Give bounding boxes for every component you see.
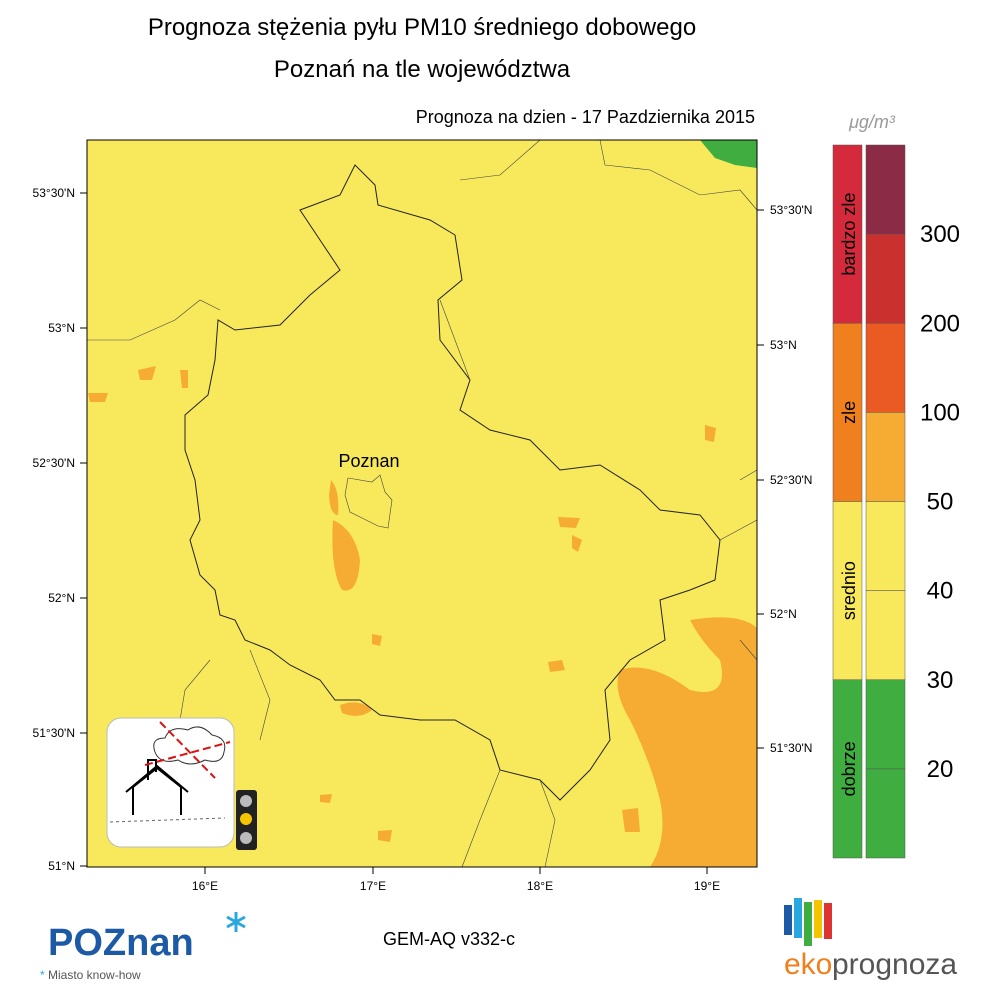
scale-band <box>865 144 906 235</box>
scale-label: 200 <box>920 310 960 337</box>
city-label: Poznan <box>338 451 399 471</box>
lat-label: 53°N <box>770 338 797 352</box>
lat-label: 51°30'N <box>770 741 812 755</box>
poznan-tagline: Miasto know-how <box>48 968 141 982</box>
map-frame <box>86 139 758 868</box>
lat-label: 53°30'N <box>33 186 75 200</box>
category-band <box>832 501 863 680</box>
legend-unit: μg/m³ <box>848 112 896 132</box>
poznan-logo: POZnan <box>48 922 194 964</box>
prognoza-text: prognoza <box>832 948 957 981</box>
moderate-area <box>622 808 640 832</box>
lat-label: 52°30'N <box>770 473 812 487</box>
lat-label: 53°N <box>48 321 75 335</box>
lon-label: 17°E <box>360 879 386 893</box>
scale-band <box>865 768 906 859</box>
scale-band <box>865 323 906 413</box>
coordinate-labels: 53°30'N 53°N 52°30'N 52°N 51°30'N 51°N 53°30'N… <box>33 186 813 893</box>
legend: bardzo zle zle srednio dobrze 300 200 100 50 40 3… <box>832 144 960 859</box>
model-label: GEM-AQ v332-c <box>383 929 515 949</box>
scale-label: 20 <box>927 756 954 783</box>
scale-band <box>865 412 906 502</box>
lat-label: 52°30'N <box>33 456 75 470</box>
scale-band <box>865 590 906 680</box>
scale-label: 100 <box>920 399 960 426</box>
scale-band <box>865 501 906 591</box>
moderate-area <box>378 830 392 842</box>
moderate-area <box>180 370 188 388</box>
category-label: dobrze <box>839 741 859 796</box>
lat-label: 53°30'N <box>770 203 812 217</box>
category-label: zle <box>839 401 859 424</box>
star-mark: * <box>40 968 45 982</box>
category-band <box>832 323 863 502</box>
light-on <box>240 813 252 825</box>
lon-label: 16°E <box>192 879 218 893</box>
moderate-area <box>558 517 580 528</box>
scale-label: 30 <box>927 667 954 694</box>
light-off <box>240 832 252 844</box>
moderate-area <box>372 634 382 646</box>
moderate-area <box>329 480 339 515</box>
moderate-area <box>138 366 156 380</box>
eko-text: eko <box>784 948 832 981</box>
cross <box>144 721 231 779</box>
scale-label: 50 <box>927 489 954 516</box>
moderate-area <box>88 393 108 402</box>
lon-label: 18°E <box>527 879 553 893</box>
lon-label: 19°E <box>694 879 720 893</box>
house <box>125 759 189 815</box>
region-lines <box>87 139 758 868</box>
moderate-area <box>617 617 757 867</box>
subtitle: Poznań na tle województwa <box>274 56 571 83</box>
lat-label: 52°N <box>48 591 75 605</box>
category-band <box>832 679 863 859</box>
moderate-area <box>340 702 372 716</box>
scale-label: 40 <box>927 578 954 605</box>
moderate-area <box>332 520 360 591</box>
category-band <box>832 144 863 324</box>
air-quality-icon <box>106 717 257 850</box>
smoke-cloud <box>153 726 226 765</box>
scale-band <box>865 679 906 770</box>
moderate-area <box>548 660 565 672</box>
category-label: srednio <box>839 561 859 620</box>
lat-label: 51°30'N <box>33 726 75 740</box>
date-line: Prognoza na dzien - 17 Pazdziernika 2015 <box>416 107 755 127</box>
good-area <box>700 140 757 168</box>
eko-logo-bars <box>784 898 832 946</box>
poznan-star <box>226 912 246 932</box>
scale-label: 300 <box>920 221 960 248</box>
moderate-area <box>320 794 332 803</box>
lat-label: 51°N <box>48 859 75 873</box>
ground <box>109 817 226 823</box>
moderate-area <box>705 425 716 442</box>
light-off <box>240 795 252 807</box>
category-label: bardzo zle <box>839 193 859 276</box>
lat-label: 52°N <box>770 607 797 621</box>
moderate-area <box>572 535 582 552</box>
city-border <box>344 474 393 529</box>
scale-band <box>865 233 906 324</box>
title: Prognoza stężenia pyłu PM10 średniego do… <box>148 14 696 41</box>
